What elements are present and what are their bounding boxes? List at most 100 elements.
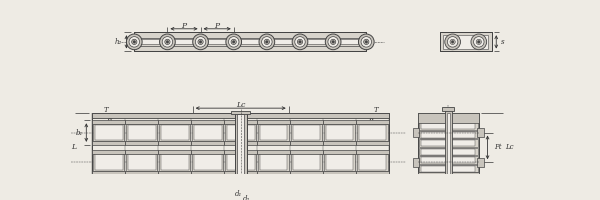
Bar: [158, 141, 191, 145]
Bar: [419, 131, 478, 138]
Circle shape: [331, 39, 336, 44]
Bar: [93, 154, 124, 171]
Circle shape: [473, 37, 484, 47]
Bar: [356, 120, 389, 124]
Bar: [134, 32, 366, 51]
Bar: [443, 35, 488, 49]
Text: b₁: b₁: [76, 129, 83, 137]
Circle shape: [131, 39, 137, 44]
Bar: [290, 120, 323, 124]
Bar: [477, 128, 484, 137]
Bar: [291, 154, 322, 171]
Circle shape: [364, 39, 369, 44]
Bar: [260, 154, 287, 170]
Bar: [92, 150, 125, 154]
Bar: [419, 122, 478, 130]
Circle shape: [471, 34, 487, 50]
Circle shape: [445, 34, 460, 50]
Bar: [258, 124, 289, 141]
Bar: [158, 150, 191, 154]
Text: h₂: h₂: [115, 38, 122, 46]
Bar: [258, 154, 289, 171]
Bar: [95, 125, 123, 140]
Bar: [92, 113, 389, 118]
Circle shape: [476, 39, 481, 44]
Bar: [224, 150, 257, 154]
Circle shape: [266, 41, 268, 43]
Circle shape: [231, 39, 236, 44]
Bar: [446, 113, 450, 181]
Bar: [227, 125, 254, 140]
Bar: [293, 154, 320, 170]
Bar: [173, 39, 194, 44]
Bar: [290, 150, 323, 154]
Bar: [306, 39, 327, 44]
Text: s: s: [500, 38, 504, 46]
Circle shape: [298, 39, 302, 44]
Bar: [356, 141, 389, 145]
Bar: [158, 120, 191, 124]
Bar: [290, 141, 323, 145]
Circle shape: [332, 41, 334, 43]
Circle shape: [229, 37, 239, 47]
Bar: [413, 158, 419, 167]
Bar: [359, 154, 386, 170]
Bar: [260, 125, 287, 140]
Bar: [128, 154, 155, 170]
Bar: [125, 150, 158, 154]
Bar: [418, 113, 479, 123]
Circle shape: [328, 37, 338, 47]
Bar: [173, 38, 194, 46]
Circle shape: [451, 41, 454, 43]
Bar: [291, 124, 322, 141]
Bar: [206, 38, 227, 46]
Bar: [421, 140, 475, 146]
Bar: [140, 39, 161, 44]
Bar: [419, 173, 478, 181]
Circle shape: [196, 37, 206, 47]
Circle shape: [199, 41, 202, 43]
Circle shape: [264, 39, 269, 44]
Circle shape: [198, 39, 203, 44]
Bar: [326, 125, 353, 140]
Bar: [323, 171, 356, 174]
Bar: [158, 171, 191, 174]
Circle shape: [325, 34, 341, 50]
Bar: [421, 132, 475, 138]
Text: T: T: [103, 106, 108, 114]
Bar: [125, 120, 158, 124]
Bar: [413, 128, 419, 137]
Text: L: L: [71, 143, 76, 151]
Bar: [359, 125, 386, 140]
Circle shape: [129, 37, 140, 47]
Bar: [356, 150, 389, 154]
Bar: [323, 150, 356, 154]
Bar: [140, 38, 161, 46]
Bar: [421, 166, 475, 172]
Bar: [356, 171, 389, 174]
Circle shape: [292, 34, 308, 50]
Bar: [93, 124, 124, 141]
Circle shape: [165, 39, 170, 44]
Bar: [191, 150, 224, 154]
Circle shape: [166, 41, 169, 43]
Bar: [442, 107, 454, 111]
Bar: [125, 171, 158, 174]
Bar: [273, 38, 294, 46]
Bar: [225, 154, 256, 171]
Bar: [419, 156, 478, 164]
Bar: [225, 124, 256, 141]
Text: Lc: Lc: [236, 101, 245, 109]
Bar: [125, 141, 158, 145]
Text: d₂: d₂: [243, 195, 250, 200]
Bar: [257, 150, 290, 154]
Circle shape: [226, 34, 242, 50]
Bar: [339, 38, 360, 46]
Circle shape: [299, 41, 301, 43]
Circle shape: [133, 41, 136, 43]
Bar: [477, 158, 484, 167]
Circle shape: [361, 37, 371, 47]
Bar: [357, 154, 388, 171]
Circle shape: [365, 41, 368, 43]
Bar: [240, 38, 261, 46]
